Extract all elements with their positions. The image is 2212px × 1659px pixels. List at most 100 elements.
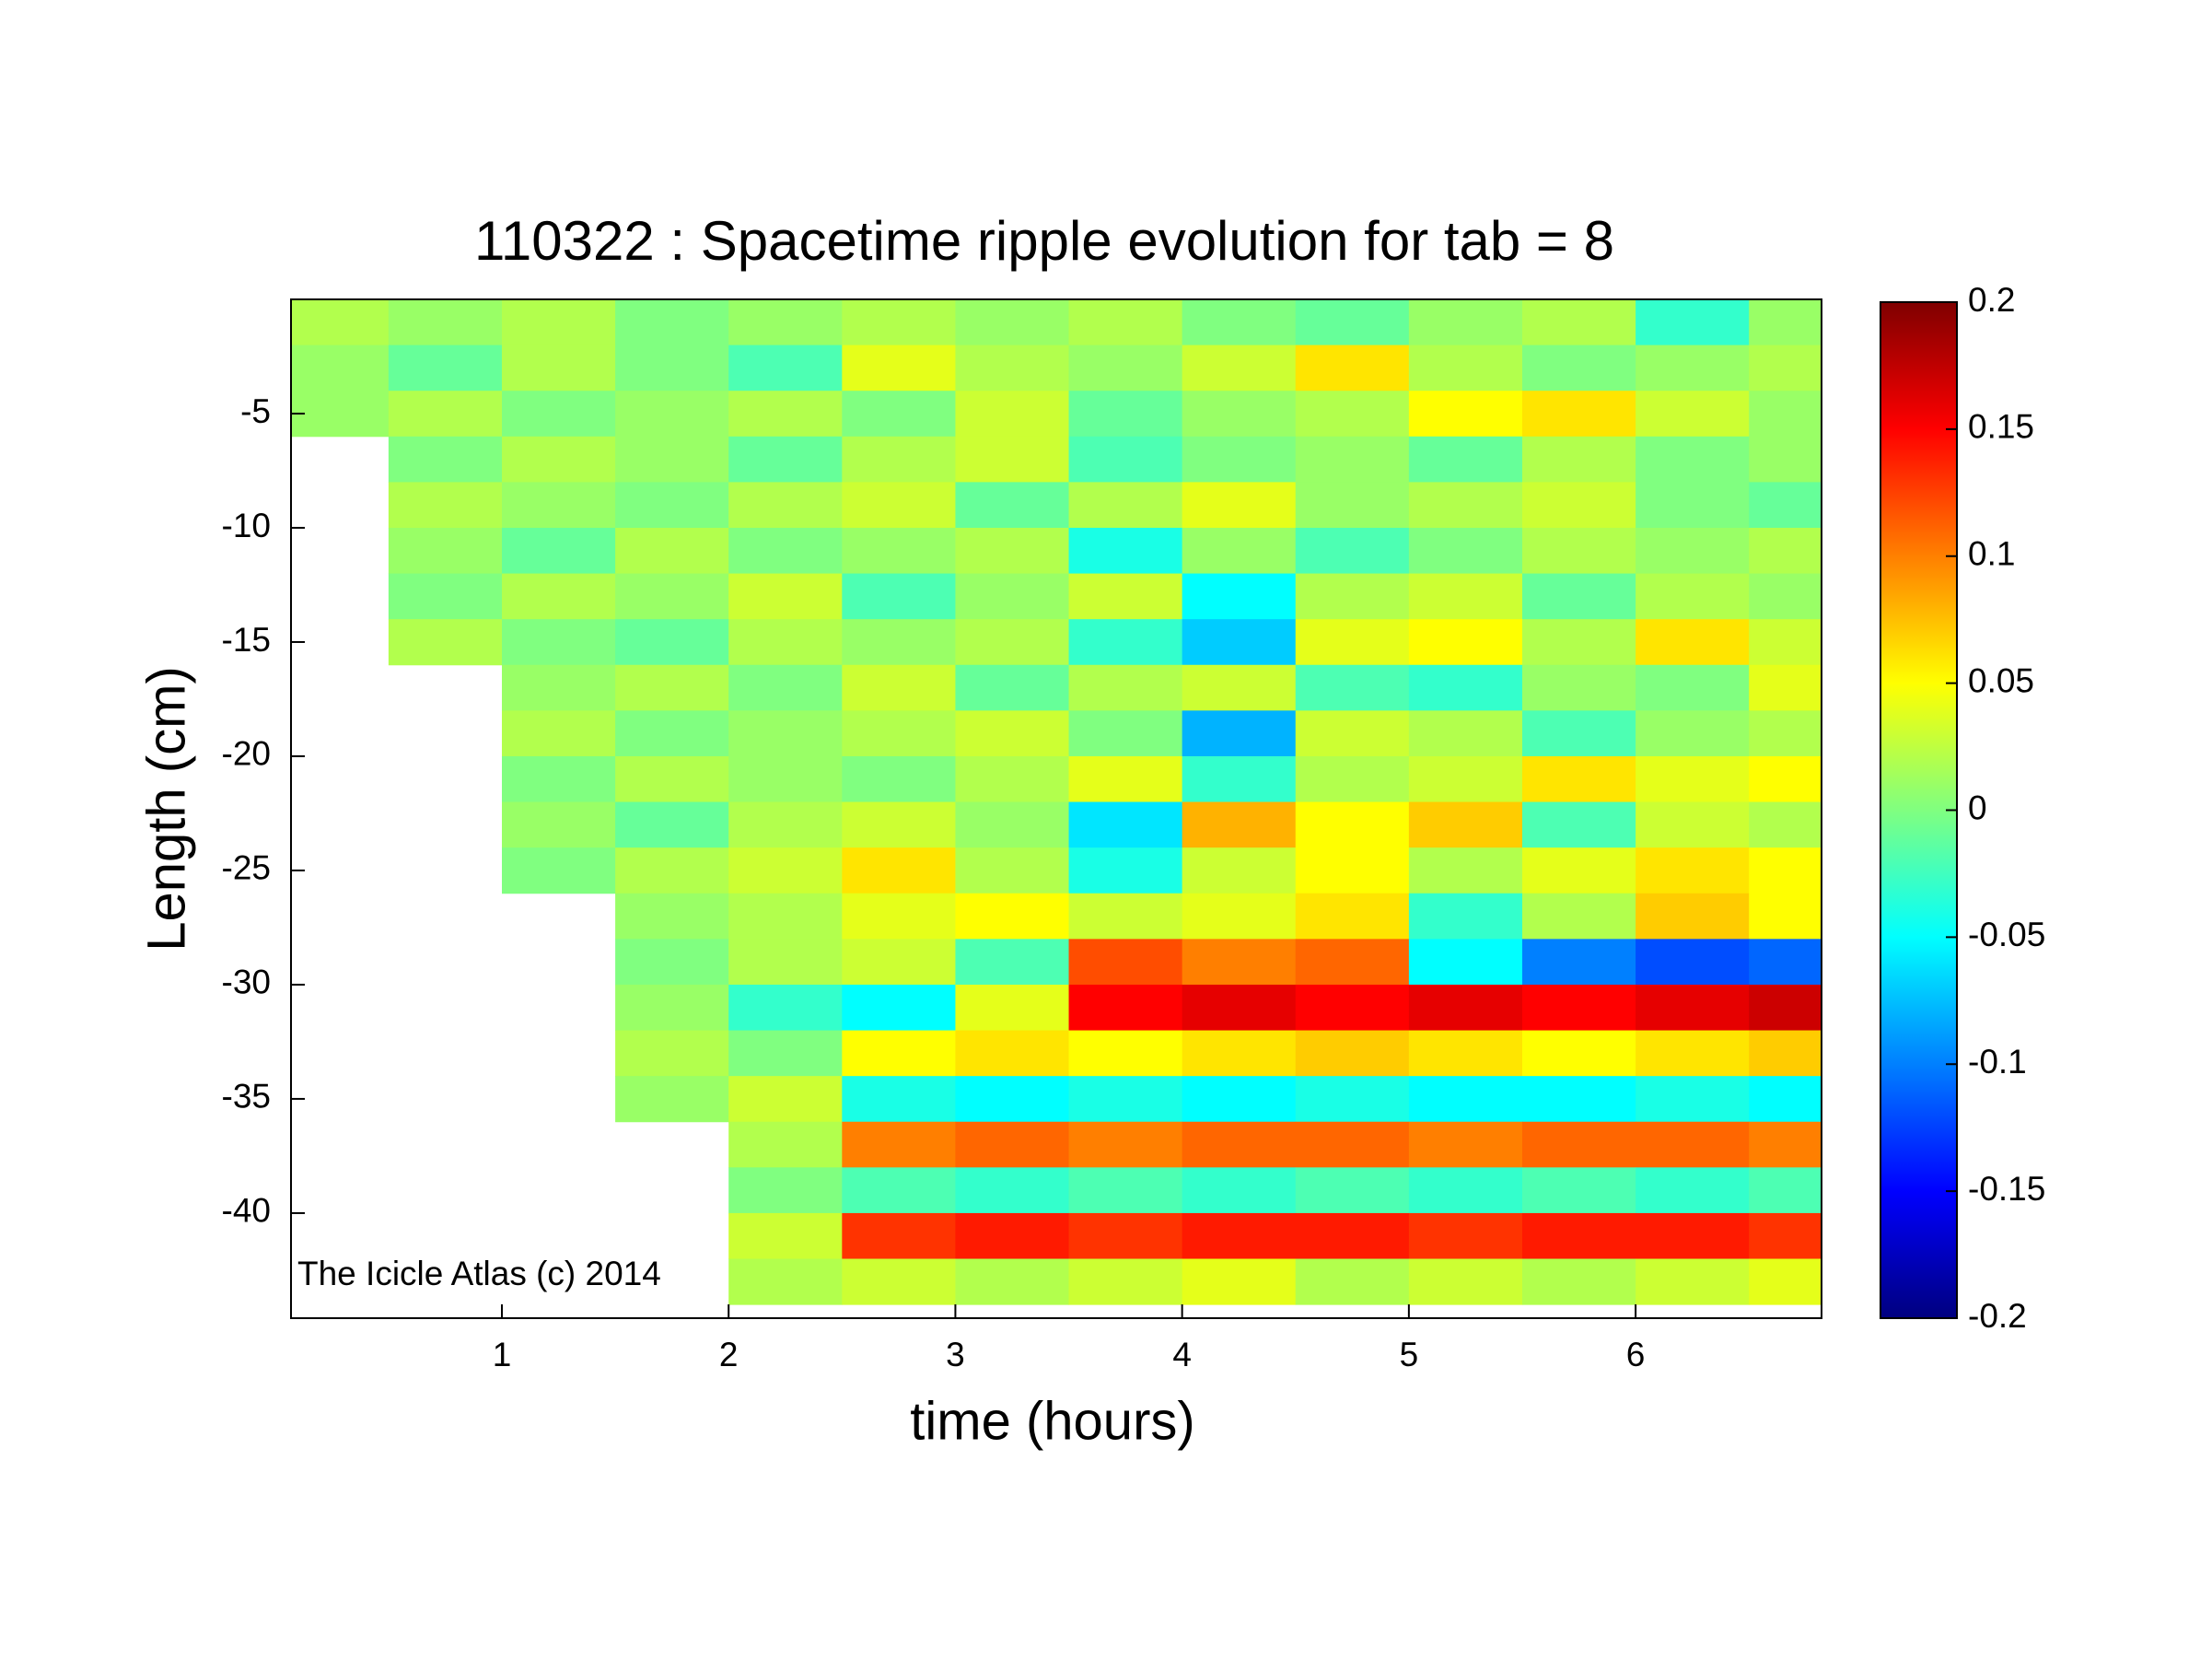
- heatmap-cell: [1408, 664, 1523, 711]
- heatmap-cell: [1521, 664, 1636, 711]
- heatmap-cell: [1068, 299, 1183, 346]
- heatmap-cell: [728, 345, 843, 391]
- heatmap-cell: [1521, 1212, 1636, 1260]
- heatmap-cell: [1636, 1121, 1750, 1168]
- colorbar-tick-label: 0.2: [1968, 281, 2015, 319]
- heatmap-cell: [501, 801, 616, 848]
- heatmap-cell: [615, 847, 729, 894]
- heatmap-cell: [1749, 1212, 1822, 1260]
- heatmap-cell: [1182, 1076, 1297, 1123]
- heatmap-cell: [1295, 939, 1410, 986]
- heatmap-cell: [1182, 299, 1297, 346]
- heatmap-cell: [1636, 436, 1750, 483]
- heatmap-cell: [1182, 482, 1297, 529]
- heatmap-cell: [1408, 847, 1523, 894]
- y-tick-label: -10: [222, 507, 271, 544]
- heatmap-cell: [1408, 1212, 1523, 1260]
- heatmap-cell: [1636, 345, 1750, 391]
- x-tick-label: 5: [1400, 1336, 1419, 1373]
- heatmap-cell: [1749, 482, 1822, 529]
- heatmap-cell: [1636, 939, 1750, 986]
- heatmap-cell: [1749, 893, 1822, 940]
- heatmap-cell: [1068, 619, 1183, 666]
- heatmap-cell: [501, 436, 616, 483]
- heatmap-cell: [1295, 573, 1410, 620]
- heatmap-cell: [1295, 1076, 1410, 1123]
- heatmap-cell: [955, 1212, 1070, 1260]
- y-tick-label: -20: [222, 735, 271, 773]
- y-axis-label: Length (cm): [136, 666, 196, 951]
- heatmap-cell: [1521, 1076, 1636, 1123]
- heatmap-cell: [1636, 801, 1750, 848]
- heatmap-cell: [728, 755, 843, 803]
- heatmap-cell: [1295, 482, 1410, 529]
- heatmap-cell: [1749, 710, 1822, 757]
- heatmap-cell: [728, 436, 843, 483]
- heatmap-cell: [842, 755, 956, 803]
- heatmap-cell: [1408, 1258, 1523, 1305]
- heatmap-cell: [1182, 436, 1297, 483]
- heatmap-cell: [1182, 1121, 1297, 1168]
- heatmap-cell: [1408, 391, 1523, 438]
- heatmap-cell: [615, 527, 729, 575]
- heatmap-cell: [1068, 710, 1183, 757]
- heatmap-cell: [1749, 755, 1822, 803]
- heatmap-cell: [615, 1030, 729, 1077]
- heatmap-cell: [291, 299, 390, 346]
- heatmap-cell: [728, 893, 843, 940]
- heatmap-cell: [1636, 984, 1750, 1032]
- heatmap-cell: [955, 527, 1070, 575]
- heatmap-cell: [1521, 299, 1636, 346]
- colorbar-tick-label: -0.2: [1968, 1297, 2027, 1335]
- heatmap-cell: [842, 664, 956, 711]
- heatmap-cell: [615, 1076, 729, 1123]
- plot-frame: [290, 298, 1822, 1319]
- heatmap-cell: [1182, 847, 1297, 894]
- heatmap-cell: [955, 801, 1070, 848]
- heatmap-cell: [1068, 482, 1183, 529]
- heatmap-cell: [1749, 801, 1822, 848]
- heatmap-cell: [1295, 984, 1410, 1032]
- heatmap-cell: [1636, 893, 1750, 940]
- heatmap-cell: [955, 1076, 1070, 1123]
- heatmap-cell: [1521, 1121, 1636, 1168]
- heatmap-cell: [1521, 984, 1636, 1032]
- heatmap-cell: [1068, 391, 1183, 438]
- heatmap-cell: [1295, 299, 1410, 346]
- heatmap-cell: [955, 345, 1070, 391]
- heatmap-cell: [1521, 939, 1636, 986]
- heatmap-cell: [1521, 619, 1636, 666]
- heatmap: [291, 299, 1822, 1305]
- heatmap-cell: [615, 984, 729, 1032]
- heatmap-cell: [1749, 939, 1822, 986]
- heatmap-cell: [1749, 299, 1822, 346]
- heatmap-cell: [1636, 710, 1750, 757]
- heatmap-cell: [1408, 436, 1523, 483]
- heatmap-cell: [842, 436, 956, 483]
- heatmap-cell: [1408, 1030, 1523, 1077]
- heatmap-cell: [1521, 482, 1636, 529]
- heatmap-cell: [1521, 527, 1636, 575]
- y-tick-label: -25: [222, 849, 271, 887]
- y-tick-label: -35: [222, 1078, 271, 1116]
- heatmap-cell: [1295, 1030, 1410, 1077]
- heatmap-cell: [1068, 664, 1183, 711]
- heatmap-cell: [842, 482, 956, 529]
- heatmap-cell: [1636, 1167, 1750, 1214]
- colorbar-tick-label: 0.15: [1968, 408, 2034, 446]
- heatmap-cell: [1408, 619, 1523, 666]
- heatmap-cell: [388, 391, 503, 438]
- heatmap-cell: [728, 573, 843, 620]
- heatmap-cell: [1636, 527, 1750, 575]
- heatmap-cell: [1408, 1121, 1523, 1168]
- annotation: The Icicle Atlas (c) 2014: [297, 1255, 661, 1292]
- heatmap-cell: [1182, 619, 1297, 666]
- heatmap-cell: [842, 1076, 956, 1123]
- heatmap-cell: [1295, 391, 1410, 438]
- heatmap-cell: [501, 299, 616, 346]
- heatmap-cell: [1295, 345, 1410, 391]
- heatmap-cell: [955, 664, 1070, 711]
- heatmap-cell: [501, 619, 616, 666]
- heatmap-cell: [291, 391, 390, 438]
- heatmap-cell: [1749, 1258, 1822, 1305]
